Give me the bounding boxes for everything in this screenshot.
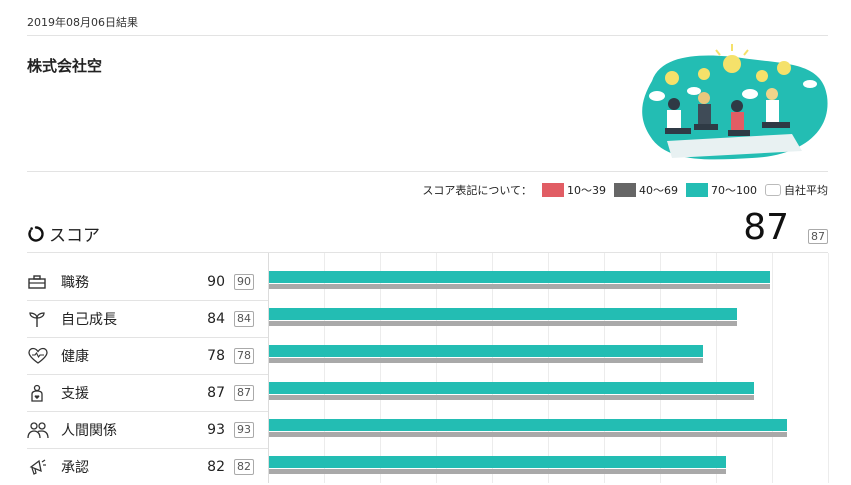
category-label: 自己成長: [61, 311, 117, 328]
category-score: 84: [207, 310, 225, 327]
score-title: スコア: [49, 226, 100, 246]
legend-label: 40〜69: [639, 184, 678, 197]
grid-line: [772, 253, 773, 483]
legend-item-average: 自社平均: [765, 182, 828, 198]
score-legend: スコア表記について： 10〜39 40〜69 70〜100 自社平均: [422, 182, 828, 198]
refresh-circle-icon: [28, 225, 44, 242]
grid-line: [660, 253, 661, 483]
legend-label: 10〜39: [567, 184, 606, 197]
row-divider: [27, 300, 268, 301]
category-label: 支援: [61, 385, 89, 402]
legend-swatch-red: [542, 183, 564, 197]
briefcase-icon: [27, 273, 51, 291]
grid-line: [604, 253, 605, 483]
category-average: 82: [234, 458, 254, 475]
people-icon: [27, 421, 51, 439]
grid-line: [716, 253, 717, 483]
total-score: 87: [743, 207, 789, 248]
average-bar: [269, 395, 754, 400]
category-row: 人間関係 93 93: [27, 411, 268, 448]
average-bar: [269, 432, 787, 437]
row-divider: [27, 374, 268, 375]
score-bar-chart: [268, 253, 829, 483]
category-average: 78: [234, 347, 254, 364]
row-divider: [27, 337, 268, 338]
support-icon: [27, 384, 51, 402]
row-divider: [27, 411, 268, 412]
row-divider: [27, 448, 268, 449]
category-row: 自己成長 84 84: [27, 300, 268, 337]
chart-axis: [268, 253, 269, 483]
category-score: 82: [207, 458, 225, 475]
legend-item-low: 10〜39: [542, 182, 606, 198]
heartbeat-icon: [27, 347, 51, 365]
category-row: 支援 87 87: [27, 374, 268, 411]
sprout-icon: [27, 310, 51, 328]
category-row: 健康 78 78: [27, 337, 268, 374]
total-score-average: 87: [808, 229, 828, 244]
score-bar: [269, 382, 754, 394]
legend-item-high: 70〜100: [686, 182, 757, 198]
company-name: 株式会社空: [27, 57, 103, 75]
category-score: 90: [207, 273, 225, 290]
score-bar: [269, 456, 726, 468]
category-average: 84: [234, 310, 254, 327]
grid-line: [548, 253, 549, 483]
score-heading: スコア: [27, 221, 100, 246]
score-bar: [269, 419, 787, 431]
category-label: 健康: [61, 348, 89, 365]
divider: [27, 252, 828, 253]
category-score: 87: [207, 384, 225, 401]
average-bar: [269, 358, 704, 363]
legend-label: 自社平均: [784, 184, 828, 197]
megaphone-icon: [27, 458, 51, 476]
category-average: 90: [234, 273, 254, 290]
legend-swatch-teal: [686, 183, 708, 197]
average-bar: [269, 469, 726, 474]
category-average: 87: [234, 384, 254, 401]
category-label: 職務: [61, 274, 89, 291]
score-bar: [269, 345, 704, 357]
score-bar: [269, 271, 771, 283]
category-row: 承認 82 82: [27, 448, 268, 485]
grid-line: [828, 253, 829, 483]
average-bar: [269, 321, 737, 326]
average-bar: [269, 284, 771, 289]
category-row: 職務 90 90: [27, 263, 268, 300]
legend-item-mid: 40〜69: [614, 182, 678, 198]
legend-title: スコア表記について：: [422, 184, 532, 197]
score-bar: [269, 308, 737, 320]
category-score: 93: [207, 421, 225, 438]
grid-line: [492, 253, 493, 483]
category-score: 78: [207, 347, 225, 364]
legend-swatch-gray: [614, 183, 636, 197]
result-date: 2019年08月06日結果: [27, 16, 138, 29]
category-label: 承認: [61, 459, 89, 476]
legend-swatch-average: [765, 184, 781, 196]
category-label: 人間関係: [61, 422, 117, 439]
divider: [27, 35, 828, 36]
legend-label: 70〜100: [711, 184, 757, 197]
grid-line: [436, 253, 437, 483]
grid-line: [324, 253, 325, 483]
grid-line: [380, 253, 381, 483]
divider: [27, 171, 828, 172]
category-average: 93: [234, 421, 254, 438]
team-illustration: [642, 44, 828, 160]
